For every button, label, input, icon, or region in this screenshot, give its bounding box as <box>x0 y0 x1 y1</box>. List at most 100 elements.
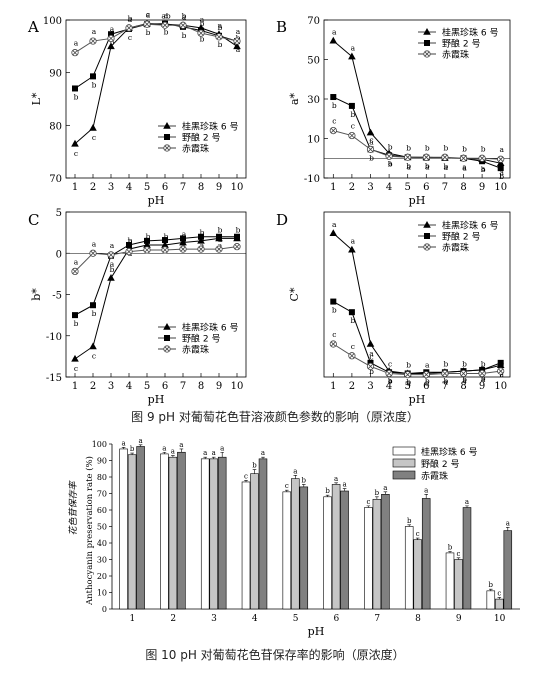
y-tick-label: 100 <box>43 16 62 27</box>
x-axis-label: pH <box>308 625 325 638</box>
data-point <box>89 249 97 257</box>
error-bar <box>407 524 411 527</box>
data-point <box>329 36 338 44</box>
significance-letter: a <box>462 162 467 171</box>
data-point <box>497 155 505 163</box>
significance-letter: a <box>462 163 467 172</box>
error-bar <box>285 489 289 492</box>
panel-letter: B <box>276 18 287 36</box>
error-bar <box>121 447 126 449</box>
significance-letter: b <box>200 19 205 28</box>
significance-letter: b <box>92 80 97 89</box>
significance-letter: a <box>481 164 486 173</box>
bar <box>250 473 259 610</box>
series-line <box>333 130 501 160</box>
significance-letter: a <box>171 448 175 456</box>
significance-letter: b <box>146 28 151 37</box>
legend-label: 赤霞珠 <box>421 470 448 482</box>
data-point <box>198 233 204 240</box>
significance-letter: a <box>74 257 79 266</box>
data-point <box>143 246 151 254</box>
panel-A: A70809010012345678910pHL*cccaaaaaabbbbcb… <box>27 10 247 207</box>
data-point <box>348 309 355 316</box>
bar-group: b <box>372 489 382 610</box>
x-tick-label: 6 <box>162 182 168 193</box>
data-point <box>107 251 115 259</box>
significance-letter: a <box>182 12 187 21</box>
significance-letter: a <box>465 498 469 506</box>
bar <box>299 486 309 610</box>
data-point <box>478 154 486 162</box>
bar-group: c <box>282 482 292 610</box>
x-tick-label: 3 <box>108 381 114 392</box>
significance-letter: a <box>369 138 374 147</box>
y-axis-label: b* <box>30 288 43 301</box>
data-point <box>497 359 504 366</box>
significance-letter: b <box>74 319 79 328</box>
series-line <box>74 237 237 360</box>
significance-letter: b <box>164 28 169 37</box>
series-line <box>333 343 501 376</box>
x-tick-label: 9 <box>216 381 222 392</box>
significance-letter: b <box>388 376 393 385</box>
data-point <box>71 267 79 275</box>
y-tick-label: -5 <box>52 291 62 302</box>
significance-letter: b <box>146 232 151 241</box>
y-tick-label: 80 <box>97 473 107 482</box>
x-tick-label: 4 <box>386 381 392 392</box>
significance-letter: a <box>332 220 337 229</box>
legend-label: 野酿 2 号 <box>182 333 220 345</box>
x-tick-label: 7 <box>442 182 448 193</box>
x-tick-label: 4 <box>126 381 132 392</box>
bar <box>454 559 463 610</box>
significance-letter: b <box>369 153 374 162</box>
legend-label: 赤霞珠 <box>182 143 209 155</box>
data-point <box>197 29 205 37</box>
legend-marker <box>423 28 431 35</box>
data-point <box>89 37 97 45</box>
significance-letter: b <box>448 543 453 551</box>
significance-letter: a <box>499 370 504 379</box>
significance-letter: b <box>252 462 257 470</box>
bar-group: c <box>364 498 373 610</box>
legend-swatch <box>392 458 416 468</box>
significance-letter: c <box>332 330 336 339</box>
data-point <box>143 241 151 248</box>
legend-swatch <box>392 446 416 456</box>
x-tick-label: 4 <box>386 182 392 193</box>
significance-letter: b <box>332 306 337 315</box>
data-point <box>478 369 486 378</box>
bar-group: a <box>331 475 341 610</box>
x-tick-label: 10 <box>231 182 244 193</box>
figure-10-caption: 图 10 pH 对葡萄花色苷保存率的影响（原浓度） <box>145 648 405 662</box>
x-tick-label: 2 <box>349 182 355 193</box>
legend-label: 桂黑珍珠 6 号 <box>421 446 477 458</box>
error-bar <box>334 482 338 485</box>
significance-letter: b <box>443 162 448 171</box>
bar <box>331 484 341 610</box>
bar <box>421 498 431 610</box>
data-point <box>161 241 169 248</box>
x-tick-label: 5 <box>405 381 411 392</box>
error-bar <box>456 557 461 560</box>
error-bar <box>465 505 469 508</box>
error-bar <box>138 444 143 447</box>
error-bar <box>424 494 428 499</box>
x-axis-label: pH <box>148 393 165 406</box>
bar <box>462 507 472 610</box>
plot-frame <box>323 211 511 378</box>
significance-letter: c <box>388 359 392 368</box>
legend-label: 野酿 2 号 <box>442 231 480 243</box>
x-tick-label: 3 <box>367 182 373 193</box>
significance-letter: c <box>369 352 373 361</box>
significance-letter: b <box>164 232 169 241</box>
significance-letter: b <box>388 159 393 168</box>
error-bar <box>325 494 330 497</box>
bar-group: b <box>323 487 332 610</box>
data-point <box>366 128 375 136</box>
y-tick-label: 90 <box>97 457 107 466</box>
data-point <box>366 145 375 153</box>
significance-letter: b <box>369 367 374 376</box>
